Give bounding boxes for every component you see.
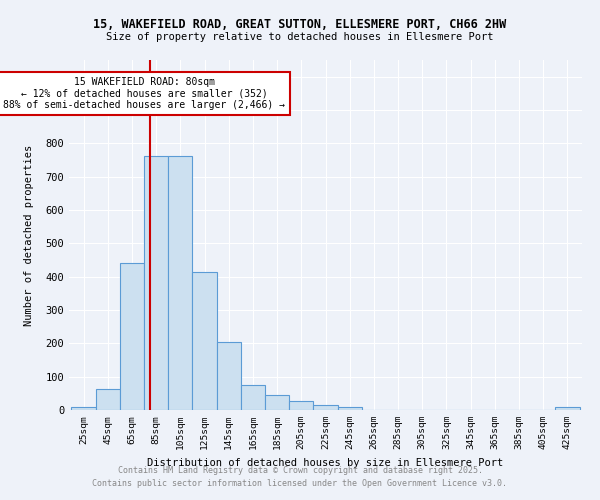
Bar xyxy=(556,408,580,410)
Text: Contains HM Land Registry data © Crown copyright and database right 2025.
Contai: Contains HM Land Registry data © Crown c… xyxy=(92,466,508,487)
Bar xyxy=(71,406,95,410)
Bar xyxy=(338,406,362,410)
Bar xyxy=(217,342,241,410)
Bar xyxy=(144,156,168,410)
Bar xyxy=(193,272,217,410)
Bar xyxy=(95,390,120,410)
Bar xyxy=(265,395,289,410)
Y-axis label: Number of detached properties: Number of detached properties xyxy=(23,144,34,326)
Bar xyxy=(289,400,313,410)
Bar xyxy=(241,384,265,410)
Text: 15, WAKEFIELD ROAD, GREAT SUTTON, ELLESMERE PORT, CH66 2HW: 15, WAKEFIELD ROAD, GREAT SUTTON, ELLESM… xyxy=(94,18,506,30)
Bar xyxy=(120,262,144,410)
Bar xyxy=(313,406,338,410)
Text: 15 WAKEFIELD ROAD: 80sqm
← 12% of detached houses are smaller (352)
88% of semi-: 15 WAKEFIELD ROAD: 80sqm ← 12% of detach… xyxy=(3,76,285,110)
X-axis label: Distribution of detached houses by size in Ellesmere Port: Distribution of detached houses by size … xyxy=(148,458,503,468)
Text: Size of property relative to detached houses in Ellesmere Port: Size of property relative to detached ho… xyxy=(106,32,494,42)
Bar xyxy=(168,156,193,410)
